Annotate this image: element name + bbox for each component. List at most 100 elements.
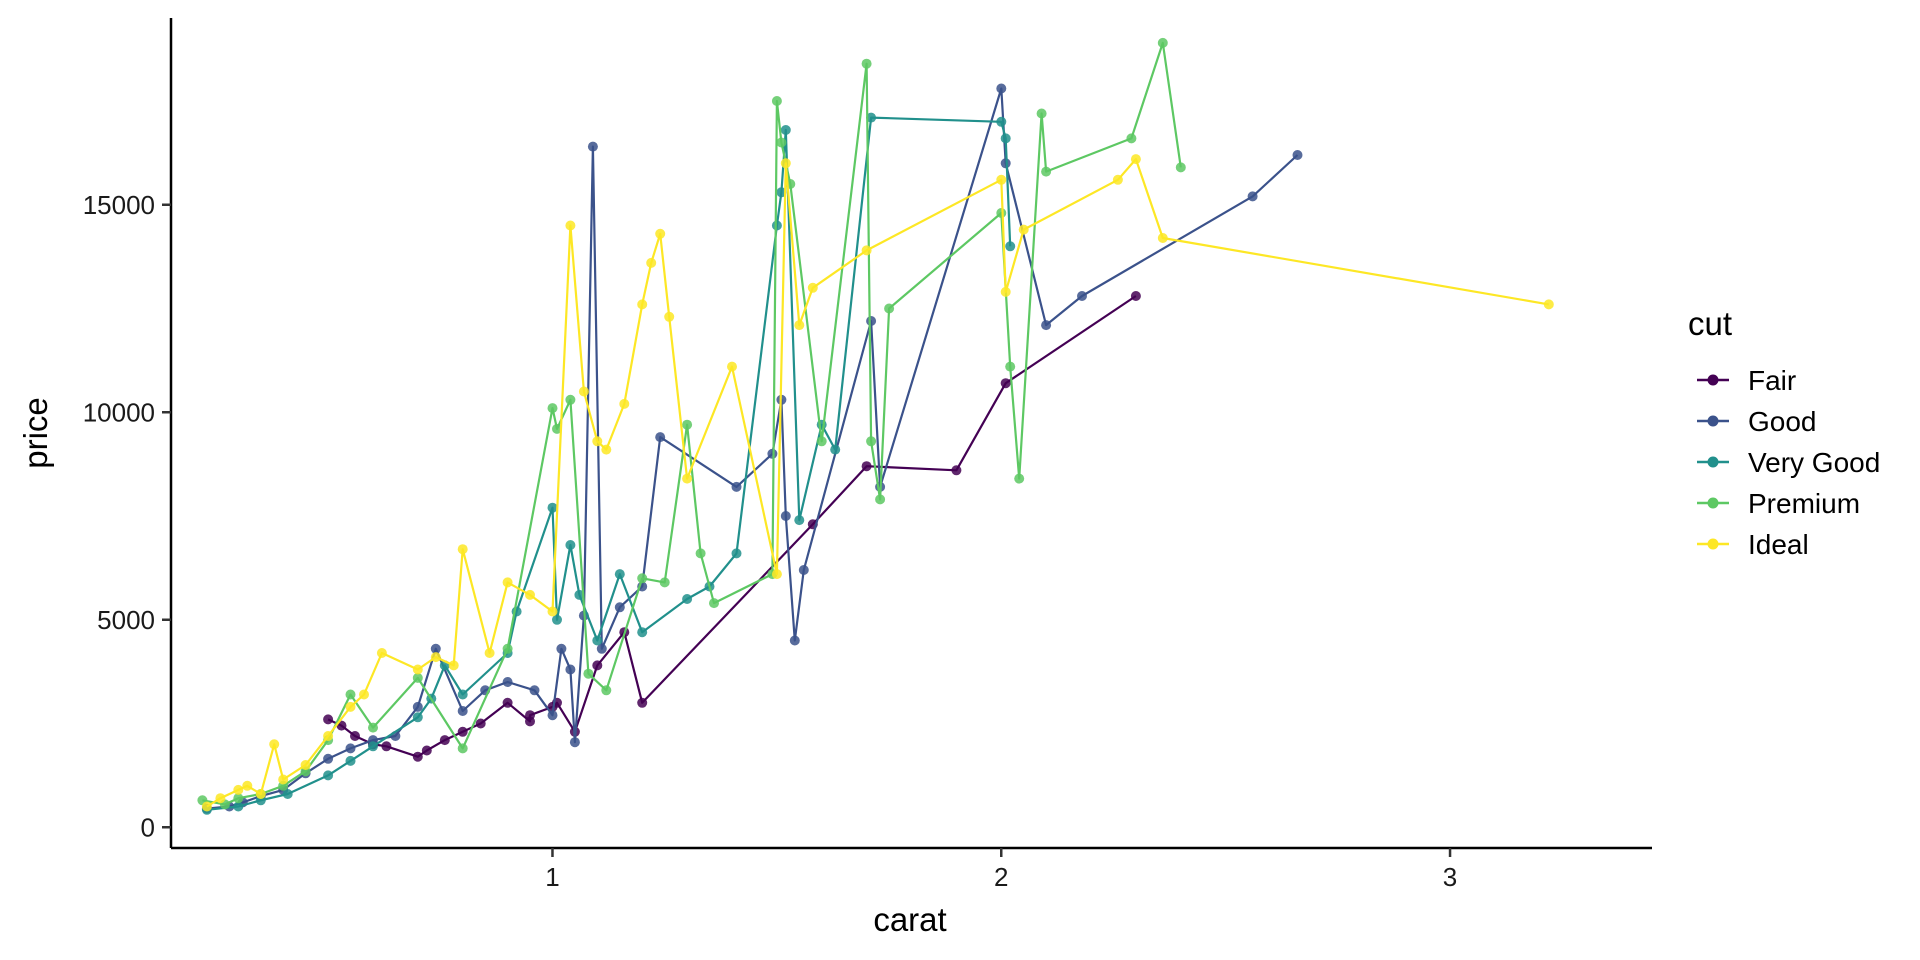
data-point-very-good — [794, 515, 805, 526]
data-point-ideal — [278, 774, 289, 785]
data-point-premium — [776, 137, 787, 148]
legend-label: Good — [1748, 406, 1817, 437]
data-point-premium — [565, 394, 576, 405]
data-point-ideal — [861, 245, 872, 256]
data-point-ideal — [359, 689, 369, 700]
data-point-premium — [368, 722, 378, 733]
data-point-ideal — [376, 648, 387, 658]
data-point-premium — [875, 494, 886, 505]
data-point-good — [457, 706, 468, 716]
data-point-ideal — [215, 793, 226, 804]
data-point-fair — [951, 465, 962, 476]
data-point-fair — [1130, 291, 1141, 301]
data-point-premium — [659, 577, 670, 588]
legend-label: Ideal — [1748, 529, 1809, 560]
data-point-ideal — [457, 544, 468, 555]
data-point-fair — [637, 697, 648, 708]
data-point-premium — [1014, 473, 1025, 484]
data-point-very-good — [323, 770, 334, 781]
data-point-very-good — [614, 569, 625, 580]
data-point-good — [529, 685, 540, 696]
legend-item-premium: Premium — [1697, 488, 1860, 519]
series-very-good — [201, 112, 1016, 815]
data-point-fair — [457, 726, 468, 737]
data-point-good — [587, 141, 598, 152]
data-point-good — [780, 511, 791, 521]
legend-item-good: Good — [1697, 406, 1817, 437]
data-point-very-good — [547, 502, 558, 513]
data-point-good — [345, 743, 356, 754]
data-point-ideal — [412, 664, 423, 675]
data-point-good — [767, 448, 778, 459]
data-point-ideal — [300, 760, 311, 770]
data-point-premium — [866, 436, 877, 447]
legend-title: cut — [1688, 305, 1732, 342]
data-point-premium — [583, 668, 594, 679]
y-tick-label: 15000 — [83, 190, 155, 220]
data-point-premium — [601, 685, 612, 696]
data-point-very-good — [682, 594, 693, 604]
data-point-ideal — [646, 257, 657, 268]
data-point-ideal — [780, 158, 791, 169]
data-point-ideal — [655, 228, 666, 239]
data-point-good — [731, 481, 742, 492]
data-point-premium — [771, 96, 782, 106]
legend-item-ideal: Ideal — [1697, 529, 1809, 560]
data-point-good — [430, 643, 441, 654]
data-point-premium — [1126, 133, 1137, 144]
legend-item-fair: Fair — [1697, 365, 1796, 396]
data-point-ideal — [502, 577, 513, 588]
data-point-good — [866, 316, 877, 326]
x-tick-label: 2 — [994, 862, 1008, 892]
data-point-very-good — [1005, 241, 1016, 252]
data-point-ideal — [255, 789, 266, 799]
y-tick-label: 0 — [141, 812, 155, 842]
data-point-very-good — [282, 789, 293, 799]
data-point-fair — [350, 731, 360, 741]
legend-label: Fair — [1748, 365, 1796, 396]
data-point-ideal — [1130, 154, 1141, 165]
data-point-very-good — [780, 125, 791, 135]
data-point-premium — [884, 303, 895, 314]
data-point-very-good — [731, 548, 742, 559]
data-point-ideal — [727, 361, 737, 372]
data-point-ideal — [242, 780, 253, 791]
data-point-very-good — [996, 116, 1007, 127]
data-point-ideal — [484, 648, 495, 658]
data-point-good — [1041, 320, 1052, 331]
data-point-good — [614, 602, 625, 613]
y-tick-label: 5000 — [97, 605, 155, 635]
y-axis-title: price — [17, 397, 54, 469]
data-point-ideal — [794, 320, 805, 331]
data-point-very-good — [345, 755, 356, 766]
data-point-ideal — [807, 282, 818, 293]
data-point-very-good — [830, 444, 841, 455]
data-point-very-good — [866, 112, 877, 123]
data-point-premium — [861, 58, 872, 69]
data-point-very-good — [637, 627, 648, 638]
data-point-good — [502, 677, 513, 687]
data-point-premium — [1005, 361, 1016, 372]
data-point-good — [1247, 191, 1258, 202]
plot-area: 1 2 3 0 5000 10000 15000 — [83, 18, 1652, 892]
series-line-good — [206, 87, 1299, 810]
data-point-premium — [233, 793, 244, 804]
data-point-ideal — [448, 660, 459, 671]
data-point-fair — [525, 710, 535, 721]
legend-items: Fair Good Very Good Premium Ideal — [1697, 365, 1880, 560]
data-point-ideal — [201, 801, 212, 812]
data-point-fair — [381, 741, 392, 752]
data-point-good — [596, 643, 607, 654]
data-point-good — [323, 753, 334, 764]
data-point-ideal — [345, 701, 356, 712]
data-point-ideal — [601, 444, 612, 455]
data-point-fair — [439, 735, 450, 746]
legend-key-point — [1707, 456, 1719, 468]
data-point-fair — [502, 697, 513, 708]
data-point-good — [556, 643, 567, 654]
data-point-ideal — [323, 731, 334, 741]
data-point-very-good — [776, 187, 787, 198]
data-point-good — [565, 664, 576, 675]
data-point-very-good — [565, 540, 576, 550]
data-point-premium — [996, 208, 1007, 218]
